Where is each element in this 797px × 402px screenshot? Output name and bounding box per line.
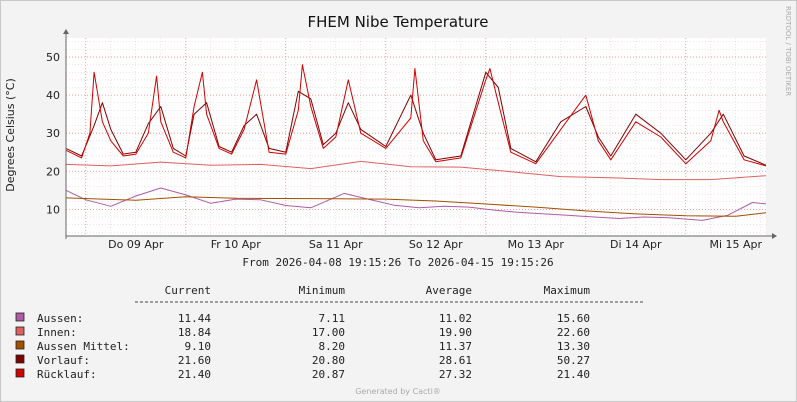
series-line-4 <box>65 64 767 167</box>
x-tick-label: Sa 11 Apr <box>309 238 363 251</box>
legend-value-current: 18.84 <box>178 326 211 339</box>
y-tick-label: 10 <box>46 203 60 216</box>
axes <box>63 29 777 239</box>
legend-header-maximum: Maximum <box>544 284 591 297</box>
chart-title: FHEM Nibe Temperature <box>307 13 488 31</box>
legend-value-average: 28.61 <box>439 354 472 367</box>
legend-series-name: Innen: <box>37 326 77 339</box>
legend-value-current: 21.40 <box>178 368 211 381</box>
x-tick-label: Do 09 Apr <box>108 238 164 251</box>
legend-swatch <box>15 312 25 322</box>
y-tick-label: 30 <box>46 127 60 140</box>
legend-value-maximum: 13.30 <box>557 340 590 353</box>
y-axis-arrow <box>63 29 69 34</box>
x-tick-label: Di 14 Apr <box>610 238 662 251</box>
legend-header-minimum: Minimum <box>299 284 346 297</box>
x-axis-arrow <box>772 233 777 239</box>
legend-value-maximum: 50.27 <box>557 354 590 367</box>
series-line-2 <box>65 196 767 217</box>
y-tick-label: 20 <box>46 165 60 178</box>
series-line-1 <box>65 160 767 181</box>
legend-value-minimum: 17.00 <box>312 326 345 339</box>
series-line-0 <box>65 187 767 221</box>
legend-value-average: 27.32 <box>439 368 472 381</box>
legend-value-minimum: 8.20 <box>319 340 346 353</box>
y-tick-label: 40 <box>46 89 60 102</box>
time-range-text: From 2026-04-08 19:15:26 To 2026-04-15 1… <box>242 256 553 269</box>
x-tick-label: Fr 10 Apr <box>211 238 262 251</box>
legend-swatch <box>15 326 25 336</box>
series-line-3 <box>65 71 767 166</box>
tick-labels: 10 20 30 40 50 Do 09 Apr Fr 10 Apr Sa 11 Apr So … <box>46 51 763 251</box>
y-axis-label: Degrees Celsius (°C) <box>4 78 17 192</box>
legend-value-maximum: 15.60 <box>557 312 590 325</box>
rrdtool-credit: RRDTOOL / TOBI OETIKER <box>784 6 792 96</box>
legend-value-average: 11.02 <box>439 312 472 325</box>
legend-value-average: 19.90 <box>439 326 472 339</box>
legend-value-current: 11.44 <box>178 312 211 325</box>
legend-value-minimum: 20.87 <box>312 368 345 381</box>
x-tick-label: Mo 13 Apr <box>508 238 565 251</box>
x-tick-label: Mi 15 Apr <box>709 238 762 251</box>
legend-value-current: 21.60 <box>178 354 211 367</box>
legend-value-minimum: 20.80 <box>312 354 345 367</box>
legend-series-name: Rücklauf: <box>37 368 97 381</box>
legend-series-name: Aussen: <box>37 312 83 325</box>
y-tick-label: 50 <box>46 51 60 64</box>
legend-series-name: Aussen Mittel: <box>37 340 130 353</box>
legend-value-average: 11.37 <box>439 340 472 353</box>
legend-swatch <box>15 340 25 350</box>
legend-value-current: 9.10 <box>185 340 212 353</box>
legend-rows: Aussen: 11.44 7.11 11.02 15.60 Innen: 18.84 17.… <box>15 312 590 381</box>
x-tick-label: So 12 Apr <box>409 238 463 251</box>
legend-value-maximum: 21.40 <box>557 368 590 381</box>
legend-header-average: Average <box>426 284 472 297</box>
legend-swatch <box>15 368 25 378</box>
legend: Current Minimum Average Maximum Aussen: 1… <box>15 284 645 381</box>
series-layer <box>65 64 767 221</box>
legend-value-minimum: 7.11 <box>319 312 346 325</box>
plot-area <box>66 38 766 236</box>
legend-swatch <box>15 354 25 364</box>
legend-series-name: Vorlauf: <box>37 354 90 367</box>
grid <box>66 38 766 236</box>
footer-text: Generated by Cacti® <box>355 387 441 396</box>
legend-value-maximum: 22.60 <box>557 326 590 339</box>
legend-header-current: Current <box>165 284 211 297</box>
